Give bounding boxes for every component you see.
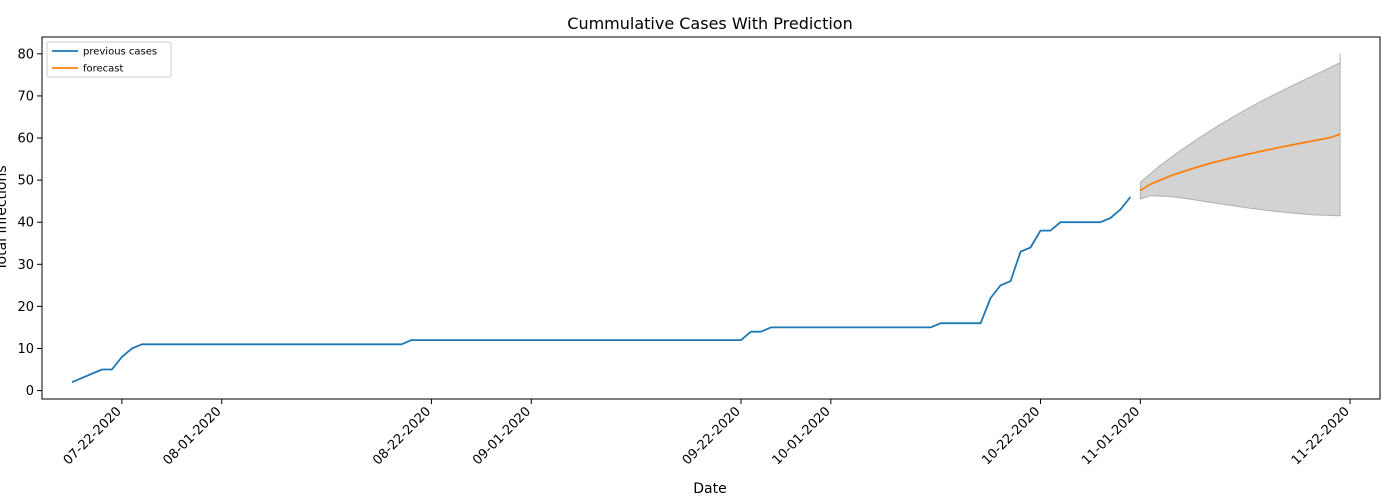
- x-tick-label: 08-01-2020: [161, 404, 225, 468]
- y-tick-label: 80: [17, 47, 34, 62]
- x-tick-label: 07-22-2020: [61, 404, 125, 468]
- x-tick-label: 11-22-2020: [1289, 404, 1353, 468]
- legend-label-previous-cases: previous cases: [83, 47, 157, 58]
- y-tick-label: 10: [17, 342, 34, 357]
- y-tick-label: 60: [17, 132, 34, 147]
- confidence-band: [1139, 53, 1341, 217]
- y-tick-label: 30: [17, 258, 34, 273]
- x-axis-label: Date: [693, 481, 726, 497]
- axes-frame: [41, 36, 1381, 400]
- legend: previous cases forecast: [46, 41, 172, 78]
- y-axis-label: Total infections: [0, 165, 10, 271]
- x-tick-label: 10-01-2020: [770, 404, 834, 468]
- y-tick-label: 70: [17, 89, 34, 104]
- x-tick-label: 08-22-2020: [370, 404, 434, 468]
- x-tick-label: 10-22-2020: [979, 404, 1043, 468]
- x-tick-label: 11-01-2020: [1079, 404, 1143, 468]
- chart-title: Cummulative Cases With Prediction: [567, 14, 852, 33]
- y-tick-label: 40: [17, 216, 34, 231]
- legend-label-forecast: forecast: [83, 64, 124, 75]
- x-tick-label: 09-01-2020: [470, 404, 534, 468]
- series-line-previous-cases: [71, 196, 1132, 384]
- y-tick-label: 0: [26, 384, 34, 399]
- y-tick-label: 20: [17, 300, 34, 315]
- x-axis: 07-22-2020 08-01-2020 08-22-2020 09-01-2020…: [61, 399, 1353, 468]
- y-tick-label: 50: [17, 174, 34, 189]
- plot-area: [71, 53, 1341, 384]
- series-line-forecast: [1139, 133, 1341, 192]
- x-tick-label: 09-22-2020: [680, 404, 744, 468]
- y-axis: 0 10 20 30 40 50 60 70 80: [17, 47, 42, 399]
